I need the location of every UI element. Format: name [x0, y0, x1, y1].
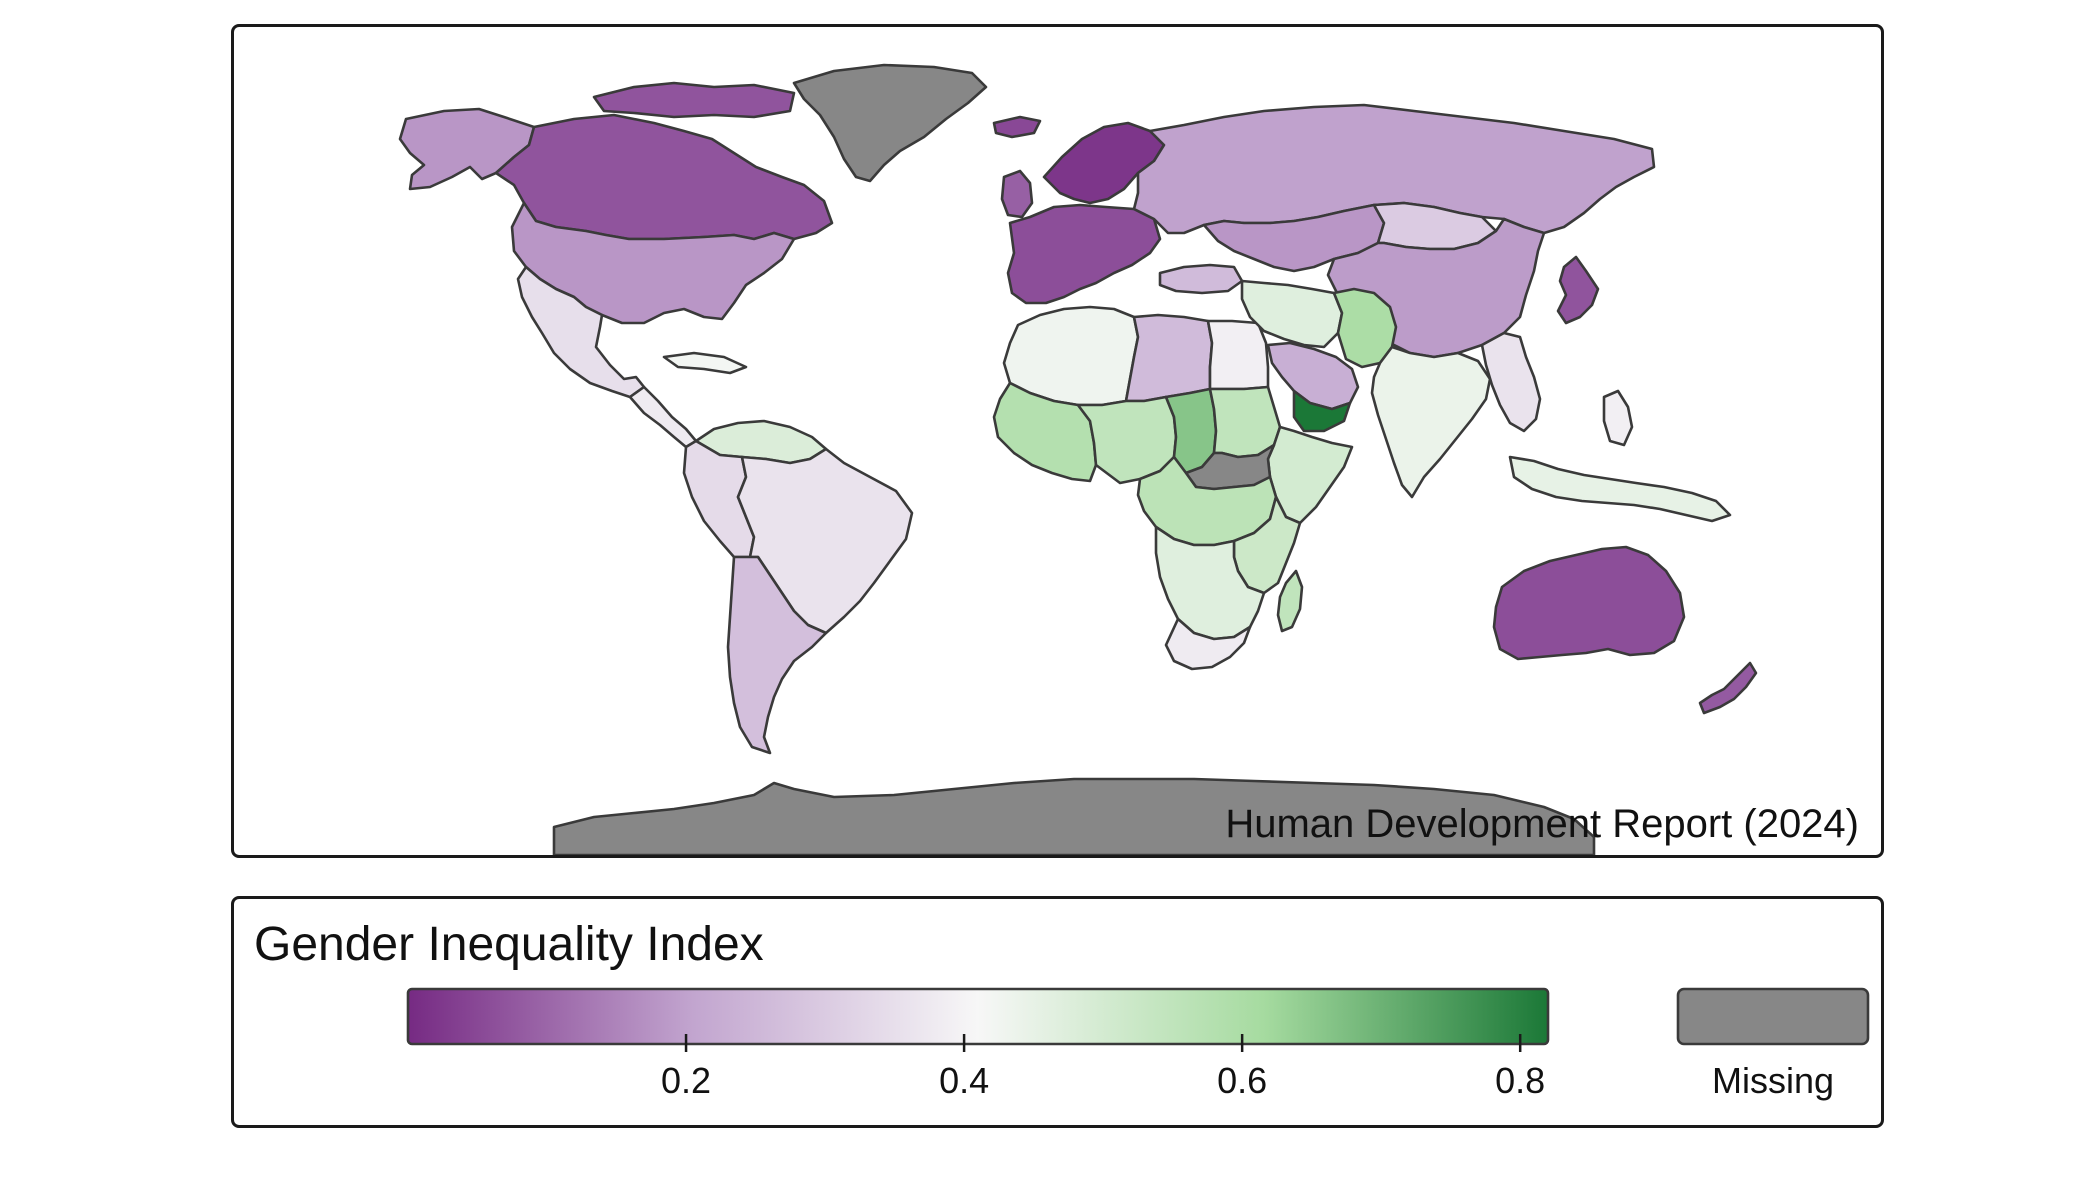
region-brazil[interactable] — [736, 447, 914, 635]
region-russia[interactable] — [1132, 103, 1656, 235]
region-madagascar[interactable] — [1276, 569, 1304, 633]
region-europe-west[interactable] — [1006, 203, 1162, 305]
map-source-credit: Human Development Report (2024) — [1225, 802, 1859, 846]
world-map — [398, 63, 1758, 855]
region-new-zealand[interactable] — [1698, 661, 1758, 715]
region-uk[interactable] — [1000, 169, 1034, 219]
color-scale-bar — [406, 987, 1550, 1046]
region-turkey[interactable] — [1158, 263, 1244, 295]
region-iran-iraq[interactable] — [1240, 279, 1344, 349]
missing-label: Missing — [1712, 1060, 1834, 1101]
region-greenland[interactable] — [792, 63, 988, 183]
region-yemen[interactable] — [1292, 389, 1352, 433]
region-southern-africa[interactable] — [1154, 525, 1266, 641]
legend-tick-label: 0.8 — [1495, 1060, 1545, 1101]
legend-tick-label: 0.2 — [661, 1060, 711, 1101]
region-india[interactable] — [1370, 345, 1492, 499]
legend-panel: 0.2 0.4 0.6 0.8 Missing Gender Inequality I… — [231, 896, 1884, 1128]
region-west-africa[interactable] — [992, 381, 1098, 483]
legend-title: Gender Inequality Index — [254, 918, 764, 971]
region-mexico[interactable] — [516, 265, 646, 399]
region-indonesia-png[interactable] — [1508, 455, 1732, 523]
region-korea-japan[interactable] — [1556, 255, 1600, 325]
region-libya[interactable] — [1124, 313, 1214, 403]
legend-tick-label: 0.4 — [939, 1060, 989, 1101]
legend-graphic: 0.2 0.4 0.6 0.8 Missing — [406, 987, 1870, 1101]
region-antarctica[interactable] — [552, 777, 1596, 855]
region-iceland[interactable] — [992, 115, 1042, 139]
region-caribbean[interactable] — [662, 351, 748, 375]
region-central-america[interactable] — [628, 385, 698, 449]
region-egypt[interactable] — [1206, 319, 1270, 391]
region-southeast-asia[interactable] — [1480, 331, 1542, 433]
map-panel: Human Development Report (2024) — [231, 24, 1884, 858]
missing-swatch — [1676, 987, 1870, 1046]
region-southern-cone[interactable] — [726, 555, 828, 755]
region-south-africa[interactable] — [1164, 617, 1252, 671]
region-canada[interactable] — [494, 113, 834, 241]
legend-tick-label: 0.6 — [1217, 1060, 1267, 1101]
region-australia[interactable] — [1492, 545, 1686, 661]
region-canadian-arctic[interactable] — [592, 81, 796, 119]
region-philippines[interactable] — [1602, 389, 1634, 447]
